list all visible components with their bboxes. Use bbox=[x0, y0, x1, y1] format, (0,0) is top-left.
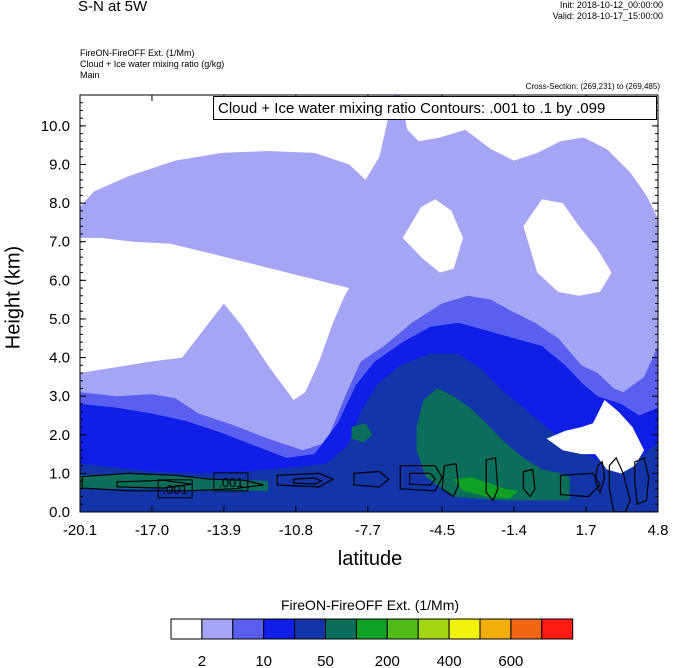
contour-4 bbox=[293, 477, 323, 485]
x-axis-title: latitude bbox=[337, 548, 403, 570]
contour-info-box: Cloud + Ice water mixing ratio Contours:… bbox=[213, 96, 657, 120]
y-tick-label: 5.0 bbox=[49, 311, 70, 328]
colorbar-label: 50 bbox=[317, 653, 334, 668]
contour-5 bbox=[353, 470, 390, 488]
contour-label: .001 bbox=[163, 482, 188, 497]
region-white-cloud-left bbox=[80, 237, 350, 400]
fill-layer bbox=[80, 95, 658, 512]
y-tick-label: 3.0 bbox=[49, 388, 70, 405]
y-axis-title: Height (km) bbox=[2, 245, 25, 350]
field-label-3: Main bbox=[80, 70, 100, 80]
contour-info-label: Cloud + Ice water mixing ratio Contours:… bbox=[218, 100, 606, 117]
colorbar-label: 10 bbox=[255, 653, 272, 668]
contour-11 bbox=[559, 472, 601, 498]
y-tick-label: 10.0 bbox=[41, 118, 70, 135]
colorbar-box bbox=[355, 618, 388, 640]
region-white-cloud-right bbox=[400, 95, 658, 219]
x-tick-label: -20.1 bbox=[63, 522, 97, 539]
contour-10 bbox=[522, 468, 536, 498]
colorbar-title: FireON-FireOFF Ext. (1/Mm) bbox=[280, 597, 460, 613]
x-tick-label: 4.8 bbox=[648, 522, 669, 539]
cross-section-label: Cross-Section: (269,231) to (269,485) bbox=[525, 82, 660, 91]
region-green-patch-mid bbox=[351, 423, 373, 443]
contour-7 bbox=[409, 472, 436, 486]
y-tick-label: 9.0 bbox=[49, 157, 70, 174]
y-tick-label: 6.0 bbox=[49, 272, 70, 289]
x-tick-label: 1.7 bbox=[576, 522, 597, 539]
colorbar-label: 400 bbox=[437, 653, 462, 668]
region-white-cloud-top bbox=[80, 95, 394, 207]
x-tick-label: -17.0 bbox=[135, 522, 169, 539]
region-green-core bbox=[416, 388, 570, 501]
colorbar-box bbox=[479, 618, 512, 640]
colorbar: 2 10 50 200 400 600 bbox=[170, 618, 574, 668]
chart-title: S-N at 5W bbox=[78, 0, 148, 15]
colorbar-box bbox=[510, 618, 543, 640]
colorbar-box bbox=[201, 618, 234, 640]
colorbar-box bbox=[294, 618, 327, 640]
region-white-lower-right bbox=[546, 400, 645, 474]
axis-layer: -20.1 -17.0 -13.9 -10.8 -7.7 -4.5 -1.4 1.7 4.8 0.… bbox=[41, 94, 669, 539]
x-tick-label: -4.5 bbox=[429, 522, 455, 539]
contour-14 bbox=[594, 460, 606, 495]
x-tick-label: -13.9 bbox=[207, 522, 241, 539]
contour-label: .001 bbox=[218, 475, 243, 490]
contour-9 bbox=[485, 457, 499, 502]
init-time: Init: 2018-10-12_00:00:00 bbox=[559, 0, 663, 10]
colorbar-label: 2 bbox=[198, 653, 206, 668]
colorbar-box bbox=[232, 618, 265, 640]
y-tick-label: 1.0 bbox=[49, 465, 70, 482]
x-tick-label: -1.4 bbox=[501, 522, 527, 539]
colorbar-box bbox=[325, 618, 357, 640]
colorbar-box bbox=[417, 618, 450, 640]
colorbar-label: 200 bbox=[375, 653, 400, 668]
contour-6 bbox=[399, 465, 443, 492]
y-tick-label: 2.0 bbox=[49, 427, 70, 444]
y-tick-label: 4.0 bbox=[49, 350, 70, 367]
valid-time: Valid: 2018-10-17_15:00:00 bbox=[552, 11, 663, 21]
contour-2 bbox=[116, 479, 192, 489]
contour-13 bbox=[634, 457, 650, 506]
colorbar-box bbox=[386, 618, 419, 640]
y-tick-label: 7.0 bbox=[49, 234, 70, 251]
region-white-hole-upper bbox=[402, 199, 463, 273]
colorbar-box bbox=[170, 618, 203, 640]
contour-8 bbox=[441, 463, 460, 498]
y-tick-label: 0.0 bbox=[49, 504, 70, 521]
contour-layer: .001 .001 bbox=[81, 456, 650, 512]
colorbar-box bbox=[263, 618, 296, 640]
colorbar-box bbox=[541, 618, 574, 640]
region-white-hole-right bbox=[523, 199, 612, 296]
field-label-2: Cloud + Ice water mixing ratio (g/kg) bbox=[80, 59, 225, 69]
colorbar-label: 600 bbox=[498, 653, 523, 668]
contour-label-box bbox=[157, 479, 193, 499]
contour-1 bbox=[81, 472, 264, 492]
contour-3 bbox=[276, 472, 335, 488]
x-tick-label: -7.7 bbox=[355, 522, 381, 539]
y-tick-label: 8.0 bbox=[49, 195, 70, 212]
field-label-1: FireON-FireOFF Ext. (1/Mm) bbox=[80, 48, 195, 58]
contour-12 bbox=[608, 456, 631, 512]
colorbar-box bbox=[448, 618, 481, 640]
contour-label-box bbox=[213, 472, 249, 492]
x-tick-label: -10.8 bbox=[279, 522, 313, 539]
